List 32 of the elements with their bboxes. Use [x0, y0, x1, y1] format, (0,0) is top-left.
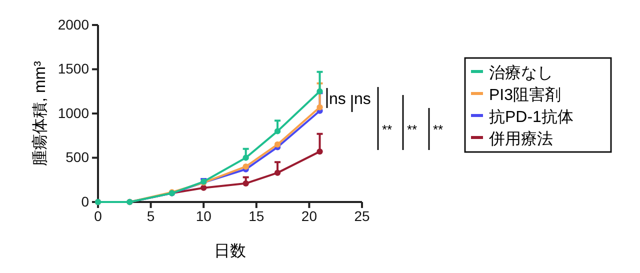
- y-axis-title: 腫瘍体積, mm³: [31, 60, 49, 166]
- point: [200, 184, 207, 191]
- annotation: ns: [329, 91, 346, 108]
- y-tick-label: 500: [66, 149, 90, 166]
- point: [242, 154, 249, 161]
- legend-label: PI3阻害剤: [489, 86, 562, 104]
- text: **: [407, 122, 418, 137]
- point: [316, 148, 323, 155]
- y-tick-label: 1500: [58, 60, 90, 77]
- x-tick-label: 25: [354, 208, 370, 224]
- x-tick-label: 20: [301, 208, 318, 224]
- text: **: [433, 122, 444, 137]
- y-tick-label: 1000: [58, 104, 90, 121]
- x-tick-label: 0: [94, 208, 102, 224]
- x-tick-label: 15: [248, 208, 264, 224]
- y-tick-label: 0: [81, 193, 90, 210]
- text: **: [382, 122, 392, 137]
- y-tick-label: 2000: [58, 16, 90, 32]
- point: [316, 104, 323, 110]
- point: [274, 128, 281, 134]
- legend-label: 併用療法: [488, 130, 553, 148]
- legend-label: 治療なし: [489, 64, 553, 82]
- point: [242, 164, 249, 170]
- x-tick-label: 5: [146, 208, 155, 224]
- point: [274, 141, 281, 148]
- point: [274, 170, 281, 176]
- annotation: ns: [354, 91, 371, 108]
- point: [242, 180, 249, 186]
- x-tick-label: 10: [196, 208, 212, 224]
- legend-label: 抗PD-1抗体: [489, 108, 574, 126]
- point: [316, 88, 323, 94]
- x-axis-title: 日数: [214, 243, 246, 260]
